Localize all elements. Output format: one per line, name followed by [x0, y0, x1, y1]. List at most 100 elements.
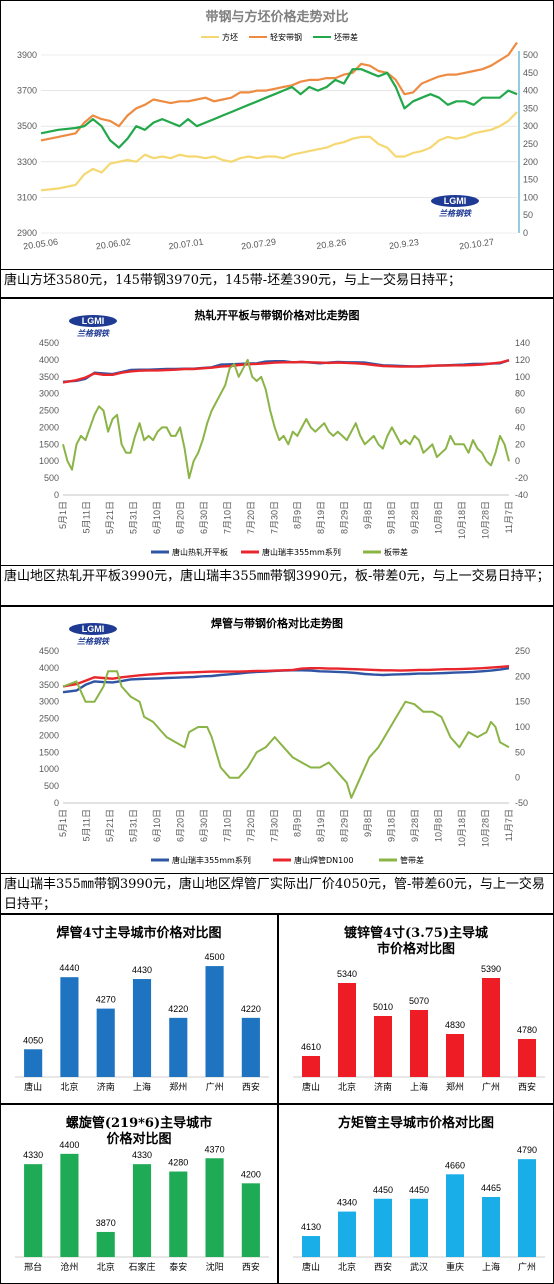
x-tick: 11月7日 [504, 809, 514, 841]
bar-value-label-6: 4200 [241, 1169, 261, 1179]
bar-category-label-5: 广州 [206, 1081, 224, 1093]
y-left-tick: 3900 [17, 50, 37, 60]
x-tick: 10月18日 [457, 501, 467, 539]
x-tick: 7月20日 [246, 501, 256, 534]
bar-5 [482, 978, 500, 1077]
bar-category-label-1: 沧州 [60, 1261, 78, 1273]
legend-label-1: 唐山瑞丰355mm系列 [262, 547, 341, 557]
series-line-1 [62, 665, 510, 688]
bar-1 [338, 1211, 356, 1257]
legend-label-2: 管带差 [400, 855, 424, 865]
bar-category-label-1: 北京 [60, 1081, 78, 1093]
bar-category-label-2: 北京 [97, 1261, 115, 1273]
y-left-tick: 4000 [39, 663, 59, 673]
x-tick: 7月20日 [246, 809, 256, 842]
y-right-tick: 100 [523, 192, 538, 202]
y-right-tick: 150 [515, 697, 530, 707]
x-tick: 5月1日 [58, 501, 68, 529]
bar-category-label-3: 武汉 [410, 1261, 428, 1273]
x-tick: 10月28日 [481, 809, 491, 847]
y-left-tick: 2500 [39, 714, 59, 724]
y-left-tick: 1000 [39, 764, 59, 774]
x-tick: 9月28日 [410, 809, 420, 842]
bar-2 [374, 1198, 392, 1257]
bar-value-label-4: 4830 [445, 1020, 465, 1030]
bar-6 [518, 1039, 536, 1077]
chart-title: 热轧开平板与带钢价格对比走势图 [195, 308, 360, 322]
caption-welded-pipe: 唐山瑞丰355㎜带钢3990元，唐山地区焊管厂实际出厂价4050元，管-带差60… [0, 874, 554, 914]
series-line-0 [40, 111, 518, 192]
logo-oval [69, 315, 117, 327]
bar-value-label-2: 5010 [373, 1002, 393, 1012]
bar-chart-title-cont: 价格对比图 [106, 1131, 171, 1147]
bar-category-label-5: 沈阳 [206, 1261, 224, 1273]
bar-category-label-3: 上海 [410, 1081, 428, 1093]
bar-welded-4inch-panel: 焊管4寸主导城市价格对比图 4050 唐山 4440 北京 4270 济南 4430 上海 422… [0, 914, 278, 1104]
y-left-tick: 1500 [39, 439, 59, 449]
logo-name: 兰格钢铁 [77, 328, 110, 338]
bar-value-label-6: 4790 [517, 1145, 537, 1155]
y-right-tick: 0 [515, 456, 520, 466]
bar-category-label-5: 上海 [482, 1261, 500, 1273]
bar-2 [96, 1008, 115, 1077]
bar-value-label-1: 4340 [337, 1198, 357, 1208]
logo-letters: LGMI [444, 196, 467, 206]
lange-logo: LGMI 兰格钢铁 [69, 623, 117, 646]
x-tick: 7月10日 [222, 501, 232, 534]
x-tick: 5月21日 [105, 501, 115, 534]
bar-chart-welded-4inch: 焊管4寸主导城市价格对比图 4050 唐山 4440 北京 4270 济南 4430 上海 422… [15, 925, 269, 1093]
bar-chart-square-tube: 方矩管主导城市价格对比图 4130 唐山 4340 北京 4450 西安 4450 武汉 4660… [293, 1115, 545, 1273]
bar-3 [132, 979, 152, 1077]
y-right-tick: 100 [515, 722, 530, 732]
chart-welded-pipe: 焊管与带钢价格对比走势图0500100015002000250030003500… [39, 616, 530, 865]
bar-category-label-5: 广州 [482, 1081, 500, 1093]
chart-hot-rolled-panel: 热轧开平板与带钢价格对比走势图 0 500 1000 1500 2000 2500 3000 3… [0, 298, 554, 566]
chart-title: 焊管与带钢价格对比走势图 [211, 616, 343, 630]
y-right-tick: 0 [515, 773, 520, 783]
y-right-tick: 0 [523, 228, 528, 238]
x-tick: 8月29日 [340, 809, 350, 842]
y-left-tick: 3000 [39, 389, 59, 399]
bar-category-label-0: 唐山 [24, 1081, 42, 1093]
x-tick: 7月10日 [222, 809, 232, 842]
x-tick: 9月28日 [410, 501, 420, 534]
bar-value-label-5: 5390 [481, 964, 501, 974]
series-line-2 [62, 358, 510, 480]
x-tick: 9月18日 [387, 809, 397, 842]
y-left-tick: 2000 [39, 422, 59, 432]
caption-strip-billet: 唐山方坯3580元，145带钢3970元，145带-坯差390元，与上一交易日持… [0, 270, 554, 298]
chart-welded-pipe-panel: 焊管与带钢价格对比走势图 0 500 1000 1500 2000 2500 3000 3500… [0, 606, 554, 874]
bar-category-label-6: 西安 [242, 1261, 260, 1273]
x-tick: 9月8日 [363, 501, 373, 529]
bar-3 [410, 1010, 428, 1077]
legend-label-0: 唐山瑞丰355mm系列 [172, 855, 251, 865]
logo-oval [431, 195, 479, 207]
y-left-tick: 0 [54, 490, 59, 500]
bar-value-label-1: 4400 [59, 1140, 79, 1150]
bar-value-label-2: 4450 [373, 1185, 393, 1195]
series-line-1 [62, 359, 510, 384]
y-left-tick: 500 [44, 473, 59, 483]
bar-chart-spiral: 螺旋管(219*6)主导城市价格对比图 4330 邢台 4400 沧州 3870 北京 433… [15, 1115, 269, 1273]
x-tick: 11月7日 [504, 501, 514, 533]
series-line-0 [62, 667, 510, 694]
x-tick: 8月29日 [340, 501, 350, 534]
x-tick: 10月8日 [434, 501, 444, 534]
y-left-tick: 3300 [17, 157, 37, 167]
bar-category-label-6: 广州 [518, 1261, 536, 1273]
y-right-tick: 450 [523, 68, 538, 78]
y-right-tick: 140 [515, 338, 530, 348]
x-tick: 20.9.23 [388, 237, 419, 251]
series-line-1 [40, 41, 518, 142]
bar-category-label-0: 唐山 [302, 1081, 320, 1093]
y-left-tick: 4500 [39, 646, 59, 656]
x-tick: 9月8日 [363, 809, 373, 837]
bar-4 [446, 1034, 464, 1077]
bar-value-label-2: 4270 [96, 995, 116, 1005]
bar-value-label-0: 4610 [301, 1042, 321, 1052]
x-tick: 5月31日 [128, 501, 138, 534]
lange-logo: LGMI 兰格钢铁 [431, 195, 479, 218]
bar-4 [446, 1174, 464, 1257]
bar-square-tube-panel: 方矩管主导城市价格对比图 4130 唐山 4340 北京 4450 西安 4450 武汉 4660… [278, 1104, 554, 1284]
